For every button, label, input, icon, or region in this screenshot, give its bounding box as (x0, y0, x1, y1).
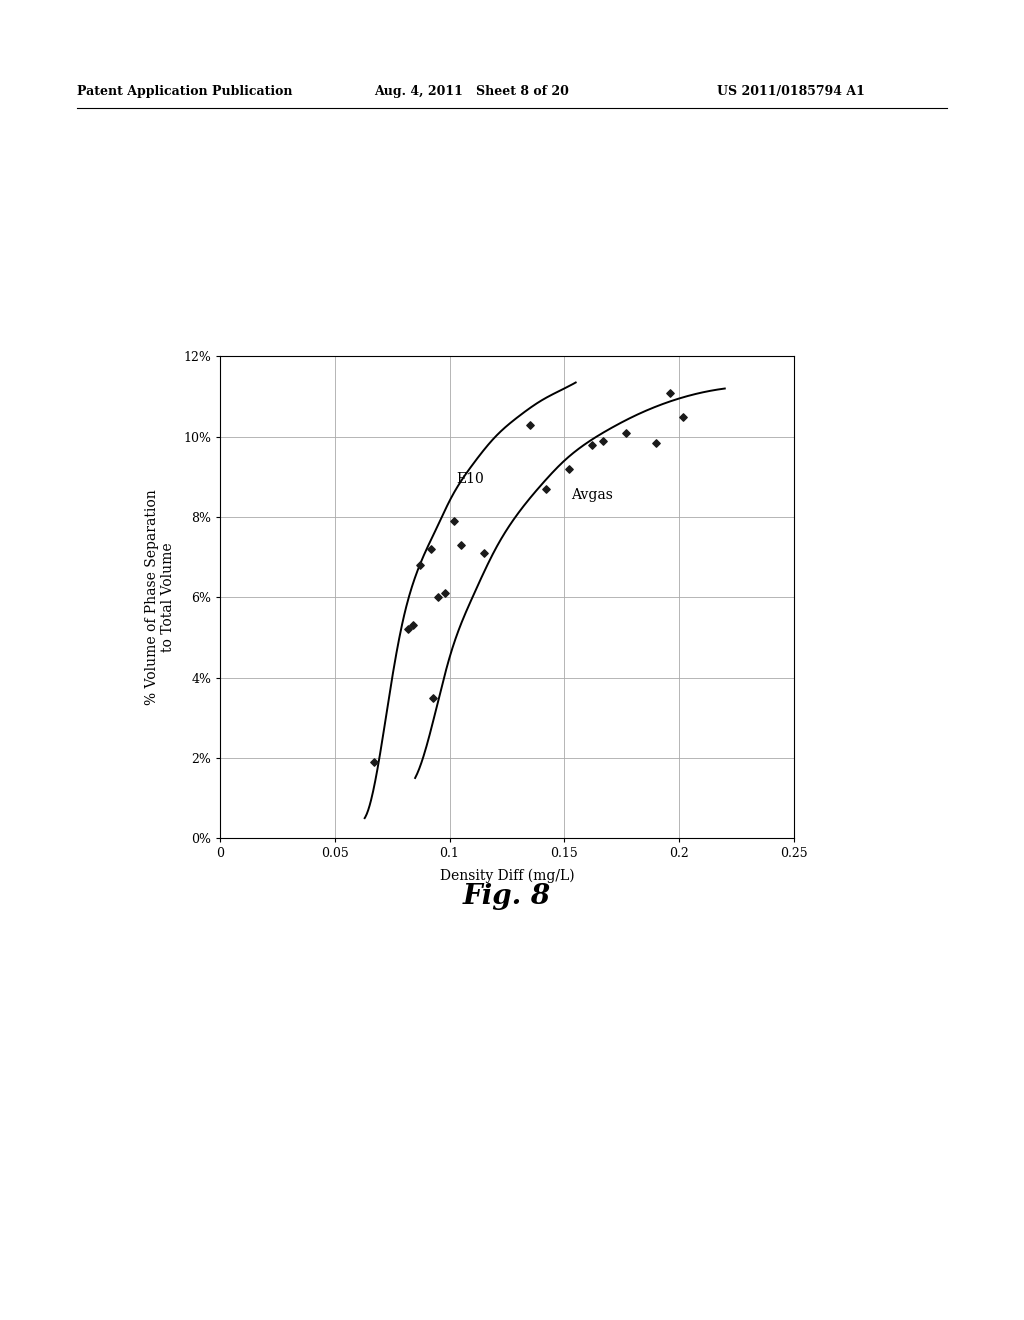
Point (404, 615, 421, 636)
Text: Aug. 4, 2011   Sheet 8 of 20: Aug. 4, 2011 Sheet 8 of 20 (374, 84, 568, 98)
X-axis label: Density Diff (mg/L): Density Diff (mg/L) (439, 869, 574, 883)
Point (445, 511, 462, 532)
Point (538, 478, 554, 499)
Point (476, 543, 493, 564)
Point (595, 430, 611, 451)
Y-axis label: % Volume of Phase Separation
to Total Volume: % Volume of Phase Separation to Total Vo… (144, 490, 175, 705)
Point (437, 582, 454, 603)
Point (560, 458, 577, 479)
Point (425, 688, 441, 709)
Point (423, 539, 439, 560)
Text: Fig. 8: Fig. 8 (463, 883, 551, 911)
Text: Patent Application Publication: Patent Application Publication (77, 84, 292, 98)
Point (400, 619, 417, 640)
Point (366, 751, 382, 772)
Text: US 2011/0185794 A1: US 2011/0185794 A1 (717, 84, 864, 98)
Point (648, 432, 665, 453)
Point (617, 422, 634, 444)
Point (412, 554, 428, 576)
Point (675, 407, 691, 428)
Point (662, 381, 678, 403)
Text: E10: E10 (457, 471, 484, 486)
Point (521, 414, 538, 436)
Point (430, 586, 446, 607)
Text: Avgas: Avgas (571, 488, 613, 502)
Point (584, 434, 600, 455)
Point (453, 535, 469, 556)
